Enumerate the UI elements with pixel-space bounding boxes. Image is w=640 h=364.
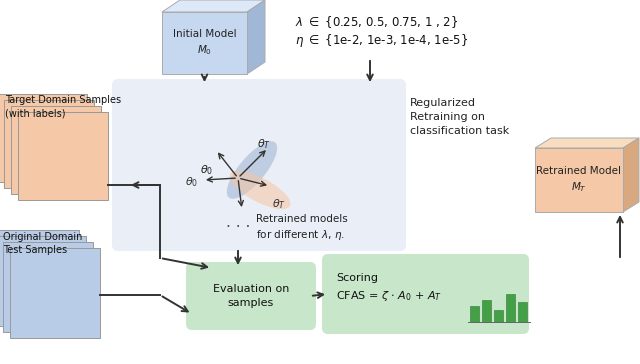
Text: Retrained models
for different $\lambda$, $\eta$.: Retrained models for different $\lambda$… [256,214,348,242]
Ellipse shape [230,171,291,209]
Bar [3,242,93,332]
Polygon shape [535,138,639,148]
FancyBboxPatch shape [186,262,316,330]
Bar [4,100,94,188]
FancyBboxPatch shape [112,79,406,251]
FancyBboxPatch shape [322,254,529,334]
Bar [482,300,491,322]
Bar [0,230,79,320]
Text: $\eta$ $\in$ {1e-2, 1e-3, 1e-4, 1e-5}: $\eta$ $\in$ {1e-2, 1e-3, 1e-4, 1e-5} [295,32,468,49]
Polygon shape [247,0,265,74]
Bar [10,248,100,338]
Text: Original Domain
Test Samples: Original Domain Test Samples [3,232,83,255]
Bar [0,94,87,182]
Polygon shape [623,138,639,212]
Text: $\theta_0$: $\theta_0$ [200,163,213,177]
Text: Target Domain Samples
(with labels): Target Domain Samples (with labels) [5,95,121,118]
Text: · · ·: · · · [226,221,250,236]
Text: $\theta_T$: $\theta_T$ [272,197,286,211]
Text: Initial Model
$M_0$: Initial Model $M_0$ [173,29,236,58]
Bar [18,112,108,200]
Bar [470,306,479,322]
Polygon shape [162,0,265,12]
Bar [0,236,86,326]
Bar [11,106,101,194]
Text: Evaluation on
samples: Evaluation on samples [213,284,289,308]
Bar [494,310,503,322]
Text: $\theta_T$: $\theta_T$ [257,137,271,151]
Bar [506,294,515,322]
Bar [162,12,247,74]
Bar [535,148,623,212]
Text: Regularized
Retraining on
classification task: Regularized Retraining on classification… [410,98,509,136]
Text: Retrained Model
$M_T$: Retrained Model $M_T$ [536,166,621,194]
Bar [518,302,527,322]
Ellipse shape [227,141,277,199]
Text: $\lambda$ $\in$ {0.25, 0.5, 0.75, 1 , 2}: $\lambda$ $\in$ {0.25, 0.5, 0.75, 1 , 2} [295,14,458,30]
Text: Scoring
CFAS = $\zeta$ $\cdot$ $A_0$ + $A_T$: Scoring CFAS = $\zeta$ $\cdot$ $A_0$ + $… [336,273,442,303]
Text: $\theta_0$: $\theta_0$ [185,175,198,189]
